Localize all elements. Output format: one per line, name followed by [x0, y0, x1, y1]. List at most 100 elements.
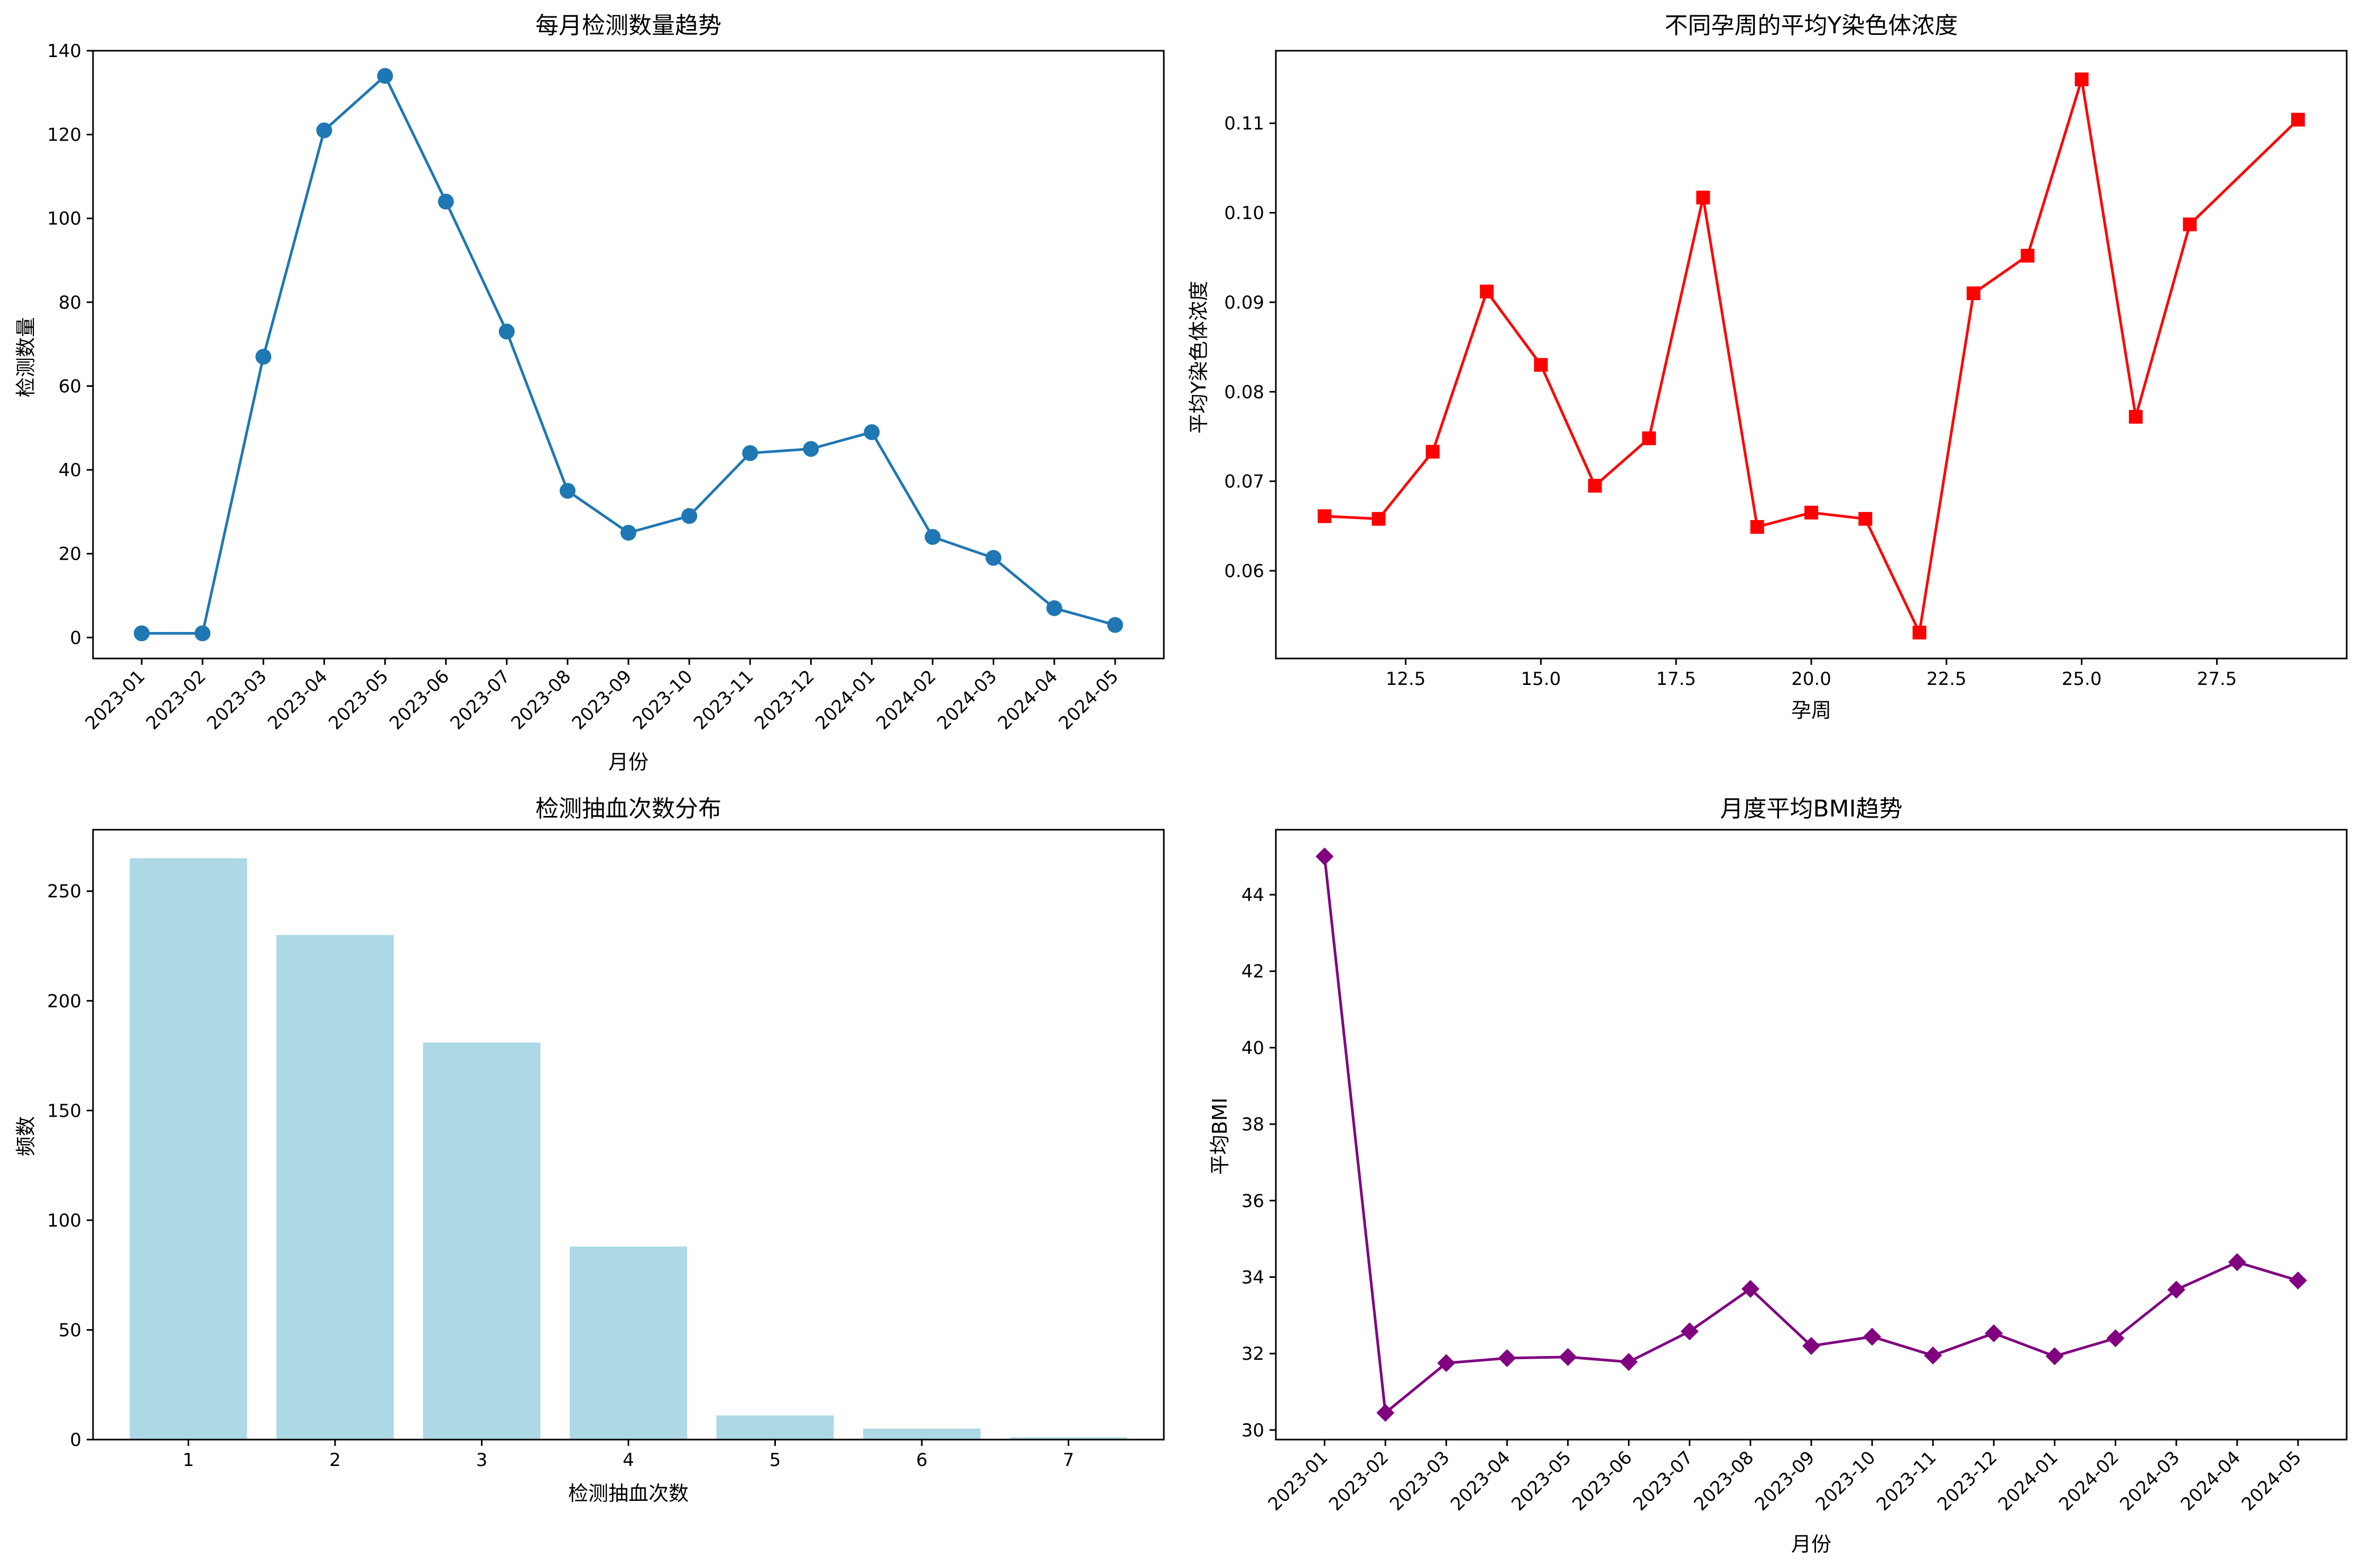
x-tick-label: 6	[916, 1450, 928, 1471]
y-tick-label: 20	[59, 544, 81, 565]
x-tick-label: 22.5	[1926, 669, 1967, 690]
y-tick-label: 0	[70, 1430, 81, 1451]
data-point	[1858, 512, 1873, 526]
data-point	[1559, 1348, 1577, 1366]
x-tick-label: 2	[329, 1450, 341, 1471]
data-point	[377, 68, 393, 84]
chart-title: 月度平均BMI趋势	[1720, 795, 1902, 822]
x-tick-label: 25.0	[2062, 669, 2102, 690]
data-point	[1802, 1337, 1820, 1355]
data-point	[1985, 1324, 2003, 1342]
data-point	[2183, 217, 2197, 231]
y-tick-label: 50	[59, 1320, 81, 1341]
data-point	[316, 122, 332, 138]
data-point	[2106, 1329, 2125, 1348]
x-tick-label: 4	[623, 1450, 634, 1471]
y-axis-label: 检测数量	[14, 317, 38, 397]
data-point	[803, 441, 819, 457]
data-point	[1534, 358, 1548, 372]
plot-frame	[1275, 50, 2348, 660]
data-point	[1107, 617, 1123, 633]
data-point	[1680, 1322, 1699, 1341]
y-tick-label: 30	[1242, 1420, 1264, 1441]
y-tick-label: 36	[1242, 1191, 1264, 1212]
y-tick-label: 44	[1242, 885, 1264, 906]
y-tick-label: 120	[47, 125, 81, 146]
data-point	[1924, 1346, 1942, 1365]
bar	[1009, 1437, 1127, 1440]
x-tick-label: 3	[476, 1450, 488, 1471]
data-point	[255, 348, 272, 365]
y-tick-label: 250	[47, 881, 81, 902]
data-point	[1696, 190, 1710, 205]
data-point	[1741, 1279, 1759, 1298]
y-axis-label: 频数	[14, 1116, 38, 1156]
chart-title: 检测抽血次数分布	[535, 795, 721, 822]
y-tick-label: 140	[47, 41, 81, 62]
data-point	[1912, 625, 1926, 639]
data-point	[559, 483, 576, 499]
data-point	[1480, 284, 1494, 299]
data-point	[2074, 72, 2089, 87]
chart-title: 不同孕周的平均Y染色体浓度	[1665, 12, 1958, 39]
y-tick-label: 38	[1242, 1114, 1264, 1135]
data-point	[2228, 1253, 2246, 1272]
y-tick-label: 0.06	[1224, 561, 1264, 582]
y-tick-label: 42	[1242, 961, 1264, 982]
data-point	[1750, 520, 1764, 534]
x-axis-label: 检测抽血次数	[568, 1482, 689, 1505]
x-tick-label: 5	[770, 1450, 781, 1471]
y-tick-label: 40	[59, 460, 81, 481]
y-tick-label: 80	[59, 292, 81, 313]
bar	[863, 1428, 981, 1440]
bar	[569, 1246, 688, 1440]
data-point	[1804, 505, 1818, 519]
y-tick-label: 60	[59, 376, 81, 397]
y-axis-label: 平均Y染色体浓度	[1187, 281, 1210, 433]
data-point	[742, 445, 758, 461]
plot-frame	[1275, 829, 2348, 1441]
data-point	[2021, 248, 2035, 263]
data-point	[1642, 431, 1656, 446]
bar	[423, 1042, 541, 1440]
x-axis-label: 月份	[608, 750, 649, 774]
data-point	[1318, 509, 1332, 523]
series-line	[1324, 78, 2299, 634]
x-tick-label: 17.5	[1656, 669, 1696, 690]
y-tick-label: 32	[1242, 1343, 1264, 1365]
y-tick-label: 200	[47, 991, 81, 1012]
y-tick-label: 0.08	[1224, 382, 1264, 403]
plot-frame	[92, 50, 1165, 660]
data-point	[2045, 1347, 2064, 1366]
chart-y-chromosome-by-week: 不同孕周的平均Y染色体浓度 孕周 平均Y染色体浓度 0.06 0.07 0.08 0.…	[1187, 12, 2348, 722]
x-tick-label: 7	[1063, 1450, 1075, 1471]
data-point	[985, 550, 1002, 566]
data-point	[1046, 600, 1062, 616]
data-point	[681, 508, 698, 524]
y-tick-label: 100	[47, 208, 81, 229]
data-point	[2289, 1272, 2307, 1290]
data-point	[194, 625, 211, 642]
data-point	[924, 529, 941, 545]
chart-title: 每月检测数量趋势	[535, 12, 721, 39]
data-point	[1498, 1349, 1516, 1367]
y-axis-label: 平均BMI	[1208, 1098, 1231, 1175]
data-point	[1372, 512, 1386, 526]
bar	[129, 858, 247, 1440]
data-point	[134, 625, 150, 642]
y-tick-label: 40	[1242, 1037, 1264, 1059]
y-tick-label: 100	[47, 1210, 81, 1231]
x-tick-label: 15.0	[1521, 669, 1561, 690]
y-tick-label: 0.07	[1224, 471, 1264, 493]
x-tick-label: 12.5	[1386, 669, 1426, 690]
x-tick-label: 1	[183, 1450, 194, 1471]
x-tick-label: 20.0	[1791, 669, 1831, 690]
chart-blood-draw-distribution: 检测抽血次数分布 检测抽血次数 频数 0 50 100 150 200 250 1 2 3 4 5 6…	[14, 795, 1165, 1505]
data-point	[2128, 410, 2143, 424]
bar	[716, 1415, 834, 1440]
bar	[276, 935, 394, 1440]
data-point	[1619, 1353, 1638, 1371]
y-tick-label: 0.09	[1224, 292, 1264, 313]
data-point	[1863, 1328, 1882, 1346]
data-point	[1437, 1354, 1456, 1372]
